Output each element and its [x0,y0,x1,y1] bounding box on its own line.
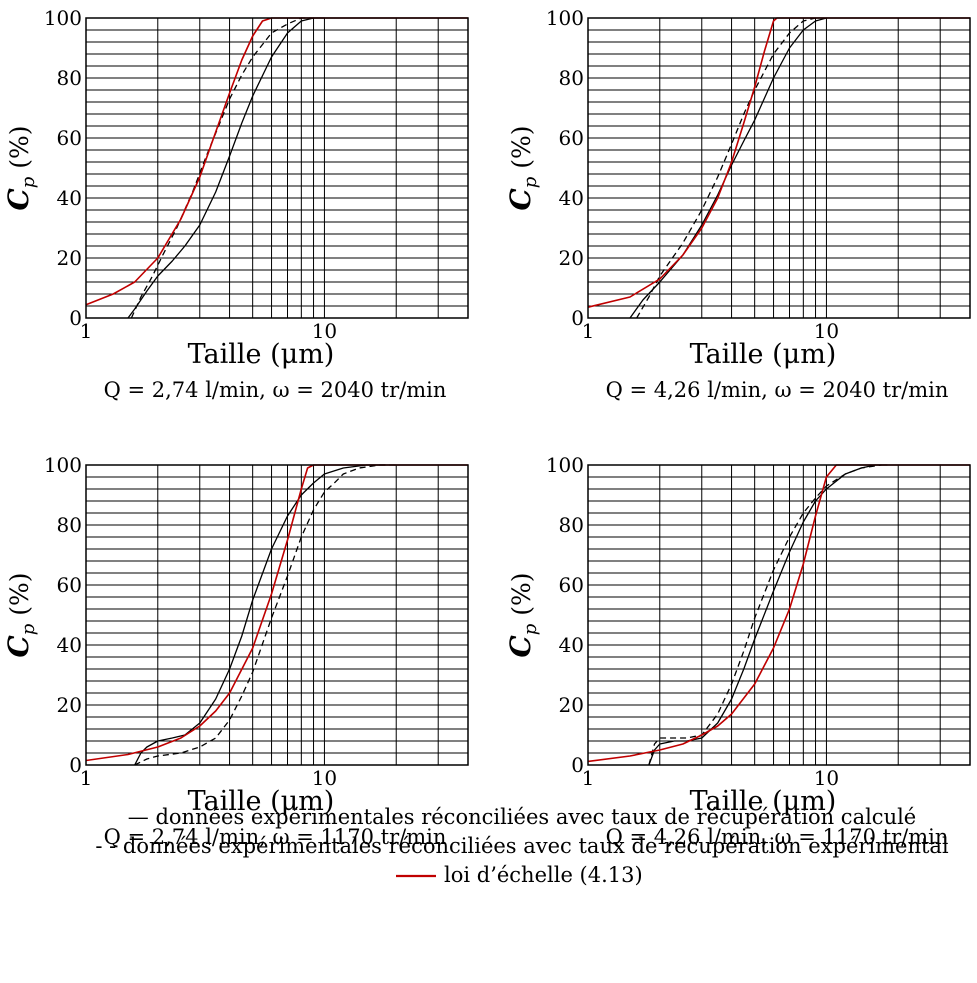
grid [588,18,970,318]
x-axis-label: Taille (μm) [188,786,335,817]
y-tick-label: 60 [559,573,584,597]
x-tick-label: 1 [80,766,93,790]
panel-caption: Q = 2,74 l/min, ω = 2040 tr/min [104,378,447,402]
plot-frame [85,464,469,766]
series-solid-red-line [85,464,468,762]
y-axis-label-sub: p [18,623,39,635]
y-tick-label: 20 [57,693,82,717]
grid [86,465,468,765]
plot-frame [85,17,469,319]
y-tick-label: 60 [57,573,82,597]
y-tick-label: 100 [44,453,82,477]
legend-item-dashed: - - données expérimentales réconciliées … [95,834,949,858]
x-tick-label: 10 [814,319,839,343]
y-tick-label: 80 [559,66,584,90]
y-axis-label-sub: p [520,176,541,188]
y-tick-label: 100 [546,453,584,477]
x-tick-label: 1 [582,319,595,343]
plot-frame [587,464,971,766]
series-solid-red-line [85,17,468,306]
series-solid-red-line [587,17,970,308]
panel-caption: Q = 4,26 l/min, ω = 1170 tr/min [606,825,949,849]
series-dashed-line [636,17,816,319]
x-tick-label: 10 [312,319,337,343]
y-axis-label-sub: p [18,176,39,188]
grid [86,18,468,318]
panel-caption: Q = 2,74 l/min, ω = 1170 tr/min [104,825,447,849]
plot-frame [587,17,971,319]
legend-marker-dashed: - - [95,834,116,858]
legend-text-dashed: données expérimentales réconciliées avec… [123,834,949,858]
y-axis-label-main: C [504,635,537,658]
y-tick-label: 80 [57,513,82,537]
x-tick-label: 1 [80,319,93,343]
y-axis-label-unit: (%) [5,572,34,615]
x-tick-label: 10 [312,766,337,790]
panel-caption: Q = 4,26 l/min, ω = 2040 tr/min [606,378,949,402]
y-tick-label: 60 [559,126,584,150]
legend-marker-solid: — [128,805,149,829]
x-axis-label: Taille (μm) [690,786,837,817]
y-axis-label-main: C [2,635,35,658]
y-tick-label: 40 [57,186,82,210]
y-tick-label: 0 [69,306,82,330]
y-tick-label: 80 [57,66,82,90]
y-tick-label: 80 [559,513,584,537]
y-tick-label: 20 [559,246,584,270]
x-axis-label: Taille (μm) [188,339,335,370]
y-axis-label: Cp (%) [504,125,541,210]
x-axis-label: Taille (μm) [690,339,837,370]
series-solid-line [127,17,325,319]
y-axis-label-unit: (%) [507,572,536,615]
y-axis-label-unit: (%) [507,125,536,168]
y-axis-label: Cp (%) [2,572,39,657]
y-tick-label: 20 [559,693,584,717]
y-axis-label-main: C [504,188,537,211]
y-axis-label: Cp (%) [2,125,39,210]
series-solid-line [134,464,386,766]
x-tick-label: 1 [582,766,595,790]
legend-text-red: loi d’échelle (4.13) [444,863,643,887]
y-tick-label: 40 [559,186,584,210]
y-tick-label: 100 [546,6,584,30]
series-dashed-line [134,464,397,766]
legend-text-solid: données expérimentales réconciliées avec… [155,805,916,829]
x-tick-label: 10 [814,766,839,790]
y-axis-label-main: C [2,188,35,211]
y-tick-label: 100 [44,6,82,30]
series-solid-red-line [587,464,970,763]
y-tick-label: 20 [57,246,82,270]
y-tick-label: 0 [571,306,584,330]
y-tick-label: 40 [559,633,584,657]
series-dashed-line [130,17,314,319]
series-solid-line [648,464,888,766]
y-tick-label: 40 [57,633,82,657]
legend-item-solid: — données expérimentales réconciliées av… [128,805,916,829]
y-tick-label: 0 [69,753,82,777]
series-dashed-line [648,464,882,766]
series-solid-line [629,17,827,319]
grid [588,465,970,765]
y-axis-label-sub: p [520,623,541,635]
y-tick-label: 60 [57,126,82,150]
y-tick-label: 0 [571,753,584,777]
y-axis-label-unit: (%) [5,125,34,168]
legend: — données expérimentales réconciliées av… [95,805,949,887]
y-axis-label: Cp (%) [504,572,541,657]
